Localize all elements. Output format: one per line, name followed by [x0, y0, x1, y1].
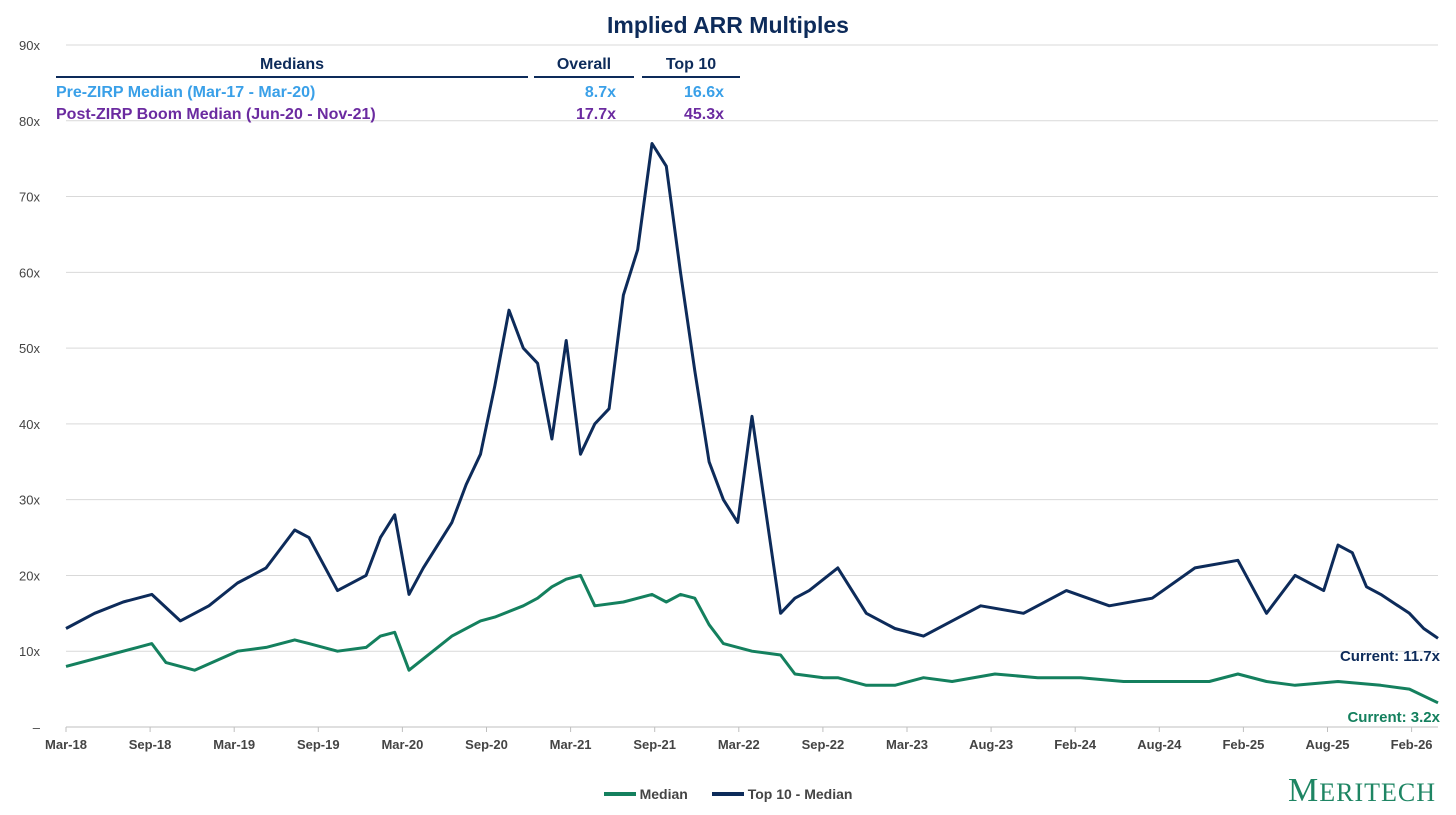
chart-legend: Median Top 10 - Median: [0, 783, 1456, 802]
pre-zirp-top10: 16.6x: [683, 84, 724, 101]
x-tick-label: Mar-21: [550, 737, 592, 752]
legend-swatch-top10: [711, 792, 744, 796]
x-tick-label: Mar-20: [381, 737, 423, 752]
legend-item-median: Median: [603, 786, 688, 802]
x-tick-label: Mar-18: [45, 737, 87, 752]
x-tick-label: Sep-19: [297, 737, 340, 752]
y-tick-label: 90x: [19, 38, 40, 53]
x-tick-label: Sep-21: [633, 737, 676, 752]
top10-header: Top 10: [642, 56, 740, 78]
y-tick-label: 70x: [19, 190, 40, 205]
post-zirp-overall: 17.7x: [575, 106, 616, 123]
legend-label-median: Median: [639, 786, 688, 802]
x-tick-label: Mar-22: [718, 737, 760, 752]
pre-zirp-overall: 8.7x: [584, 84, 616, 101]
pre-zirp-label: Pre-ZIRP Median (Mar-17 - Mar-20): [56, 84, 316, 101]
x-tick-label: Mar-19: [213, 737, 255, 752]
legend-label-top10: Top 10 - Median: [747, 786, 853, 802]
x-tick-label: Aug-25: [1305, 737, 1349, 752]
x-tick-label: Feb-24: [1054, 737, 1097, 752]
x-tick-label: Aug-23: [969, 737, 1013, 752]
x-tick-label: Feb-26: [1391, 737, 1433, 752]
x-tick-label: Sep-18: [129, 737, 172, 752]
legend-swatch-median: [603, 792, 636, 796]
current-median-label: Current: 3.2x: [1347, 709, 1440, 726]
y-tick-label: 60x: [19, 265, 40, 280]
x-tick-label: Feb-25: [1222, 737, 1264, 752]
y-tick-label: 50x: [19, 341, 40, 356]
y-tick-label: 30x: [19, 493, 40, 508]
y-tick-label: 10x: [19, 644, 40, 659]
x-tick-label: Aug-24: [1137, 737, 1182, 752]
x-tick-label: Mar-23: [886, 737, 928, 752]
x-tick-label: Sep-20: [465, 737, 508, 752]
meritech-logo: MERITECH: [1288, 772, 1436, 809]
y-tick-label: 80x: [19, 114, 40, 129]
overall-header: Overall: [534, 56, 634, 78]
post-zirp-label: Post-ZIRP Boom Median (Jun-20 - Nov-21): [56, 106, 376, 123]
x-tick-label: Sep-22: [802, 737, 845, 752]
pre-zirp-row: Pre-ZIRP Median (Mar-17 - Mar-20) 8.7x 1…: [56, 84, 756, 106]
post-zirp-row: Post-ZIRP Boom Median (Jun-20 - Nov-21) …: [56, 106, 756, 128]
current-top10-label: Current: 11.7x: [1339, 648, 1440, 665]
median-line: [65, 573, 1439, 705]
medians-header: Medians: [56, 56, 528, 78]
y-tick-label: 40x: [19, 417, 40, 432]
post-zirp-top10: 45.3x: [683, 106, 724, 123]
y-tick-label: –: [33, 720, 41, 735]
y-tick-label: 20x: [19, 568, 40, 583]
chart-title: Implied ARR Multiples: [607, 12, 849, 38]
top10-median-line: [65, 142, 1439, 640]
legend-item-top10: Top 10 - Median: [711, 786, 853, 802]
